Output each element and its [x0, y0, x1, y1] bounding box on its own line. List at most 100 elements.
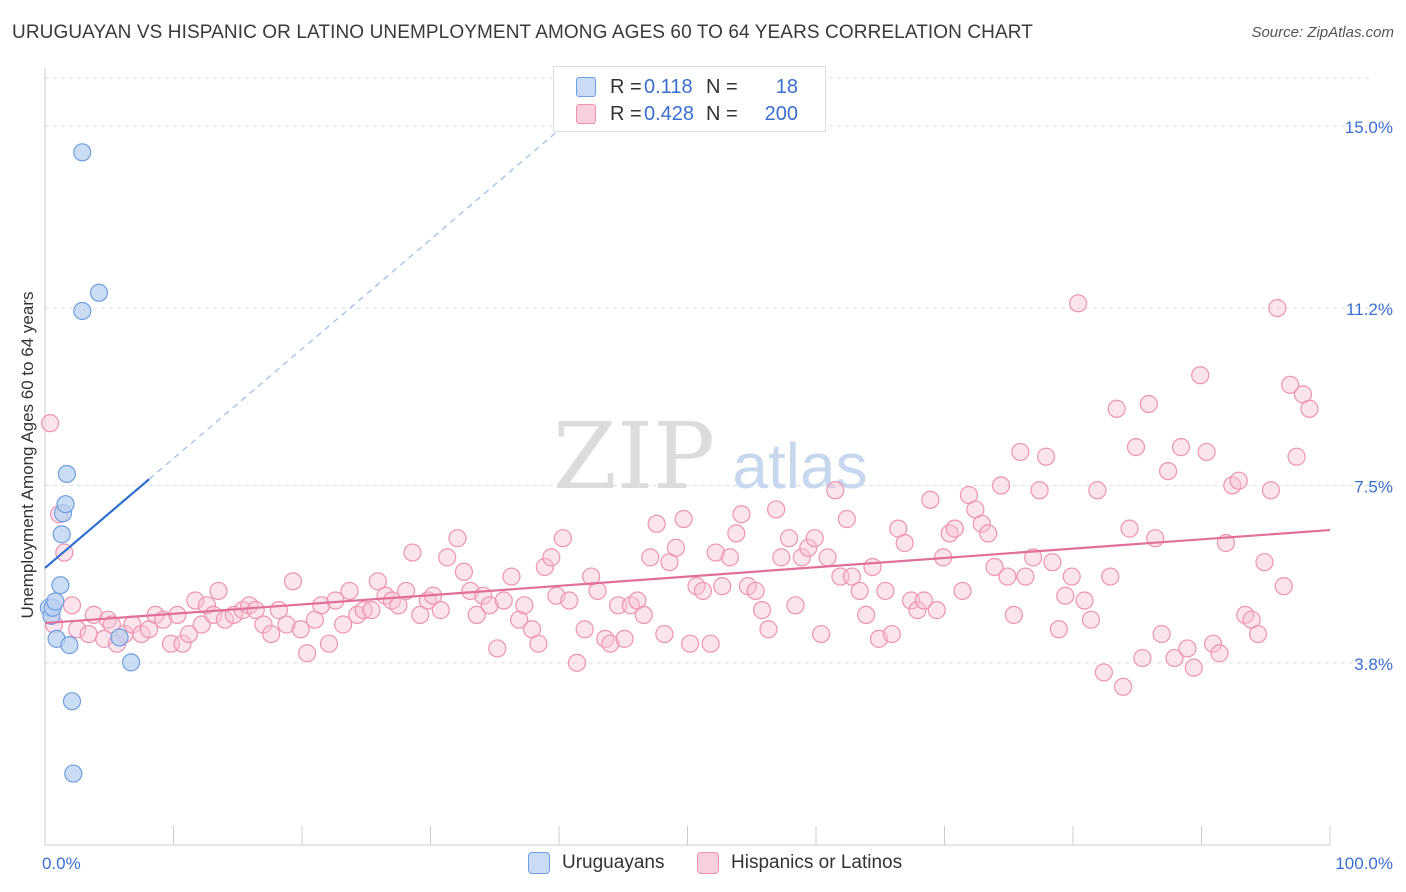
legend-r-value: 0.118 — [644, 75, 693, 98]
y-tick-label: 7.5% — [1354, 477, 1393, 496]
hispanics-point — [179, 624, 199, 644]
hispanics-point — [529, 634, 548, 653]
axis-layer — [44, 68, 1331, 846]
hispanics-point — [567, 653, 587, 672]
hispanics-point — [1056, 586, 1075, 605]
hispanics-point — [713, 577, 732, 596]
hispanics-point — [1184, 658, 1203, 677]
hispanics-point — [515, 596, 534, 615]
hispanics-point — [312, 596, 331, 615]
hispanics-point — [1030, 481, 1049, 500]
x-tick-label: 0.0% — [42, 854, 81, 873]
hispanics-point — [767, 500, 786, 519]
hispanics-point — [732, 505, 751, 524]
hispanics-point — [792, 548, 811, 567]
legend-swatch-blue — [576, 77, 596, 97]
hispanics-point — [354, 601, 373, 620]
uruguayans-trend-extension — [148, 107, 586, 480]
hispanics-point — [1300, 399, 1319, 418]
correlation-legend: R = 0.118 N = 18 R = 0.428 N = 200 — [553, 66, 826, 132]
hispanics-point — [588, 581, 607, 601]
hispanics-point — [674, 509, 693, 529]
hispanics-point — [921, 490, 940, 509]
hispanics-point — [1049, 620, 1068, 639]
hispanics-point — [215, 610, 234, 629]
hispanics-point — [1158, 461, 1178, 481]
legend-swatch-pink — [576, 104, 596, 124]
hispanics-point — [431, 601, 450, 620]
hispanics-trend-line — [44, 528, 1331, 625]
legend-n-label: N = — [706, 102, 738, 125]
hispanics-point — [826, 481, 845, 500]
hispanics-point — [857, 605, 876, 625]
hispanics-point — [197, 596, 217, 615]
hispanics-point — [41, 414, 60, 433]
hispanics-point — [882, 624, 901, 644]
uruguayans-point — [56, 495, 75, 514]
legend-n-label: N = — [706, 75, 738, 98]
hispanics-point — [1062, 567, 1081, 586]
hispanics-point — [1203, 634, 1223, 653]
hispanics-point — [438, 548, 457, 567]
watermark-atlas: atlas — [732, 430, 867, 502]
hispanics-point — [979, 524, 998, 543]
hispanics-point — [615, 629, 634, 648]
uruguayans-point — [73, 301, 92, 321]
hispanics-point — [291, 620, 310, 639]
hispanics-point — [1178, 639, 1197, 658]
legend-r-label: R = — [610, 102, 642, 125]
hispanics-point — [454, 562, 474, 581]
hispanics-point — [334, 615, 353, 634]
hispanics-point — [908, 601, 927, 620]
hispanics-point — [488, 639, 507, 658]
hispanics-point — [601, 634, 620, 653]
hispanics-point — [1171, 438, 1191, 457]
hispanics-point — [895, 533, 914, 553]
chart-title: URUGUAYAN VS HISPANIC OR LATINO UNEMPLOY… — [12, 22, 1033, 43]
legend-swatch-uruguayans — [528, 852, 550, 874]
hispanics-point — [362, 601, 381, 620]
hispanics-point — [542, 548, 561, 567]
hispanics-point — [1133, 648, 1152, 668]
hispanics-point — [254, 615, 273, 634]
hispanics-point — [720, 548, 740, 567]
hispanics-point — [1197, 442, 1216, 462]
hispanics-point — [805, 529, 824, 548]
hispanics-point — [1152, 624, 1171, 644]
hispanics-point — [609, 596, 628, 615]
hispanics-point — [972, 514, 991, 533]
hispanics-point — [1191, 366, 1210, 385]
hispanics-point — [467, 605, 486, 625]
hispanics-point — [340, 581, 359, 601]
hispanics-point — [998, 567, 1017, 586]
hispanics-point — [173, 634, 192, 653]
hispanics-point — [319, 634, 339, 653]
series-hispanics-points — [41, 294, 1319, 696]
uruguayans-point — [64, 764, 83, 783]
hispanics-point — [1255, 553, 1274, 572]
uruguayans-point — [121, 653, 141, 672]
hispanics-point — [1274, 577, 1293, 596]
legend-label-uruguayans: Uruguayans — [562, 852, 665, 873]
hispanics-point — [842, 567, 862, 586]
hispanics-point — [666, 538, 686, 557]
hispanics-point — [746, 581, 765, 601]
hispanics-point — [752, 601, 772, 620]
hispanics-point — [277, 615, 296, 634]
hispanics-point — [876, 581, 895, 601]
uruguayans-point — [110, 628, 129, 647]
legend-r-value: 0.428 — [644, 102, 695, 125]
hispanics-point — [560, 591, 579, 610]
hispanics-point — [1120, 519, 1139, 538]
source-label: Source: ZipAtlas.com — [1251, 24, 1394, 41]
hispanics-point — [706, 543, 725, 562]
hispanics-point — [494, 591, 513, 610]
legend-label-hispanics: Hispanics or Latinos — [731, 852, 903, 873]
hispanics-point — [79, 624, 98, 644]
hispanics-point — [1229, 471, 1248, 490]
hispanics-point — [1036, 447, 1056, 466]
hispanics-point — [403, 543, 422, 562]
hispanics-point — [1210, 644, 1229, 663]
uruguayans-point — [57, 464, 76, 484]
hispanics-point — [634, 605, 653, 625]
